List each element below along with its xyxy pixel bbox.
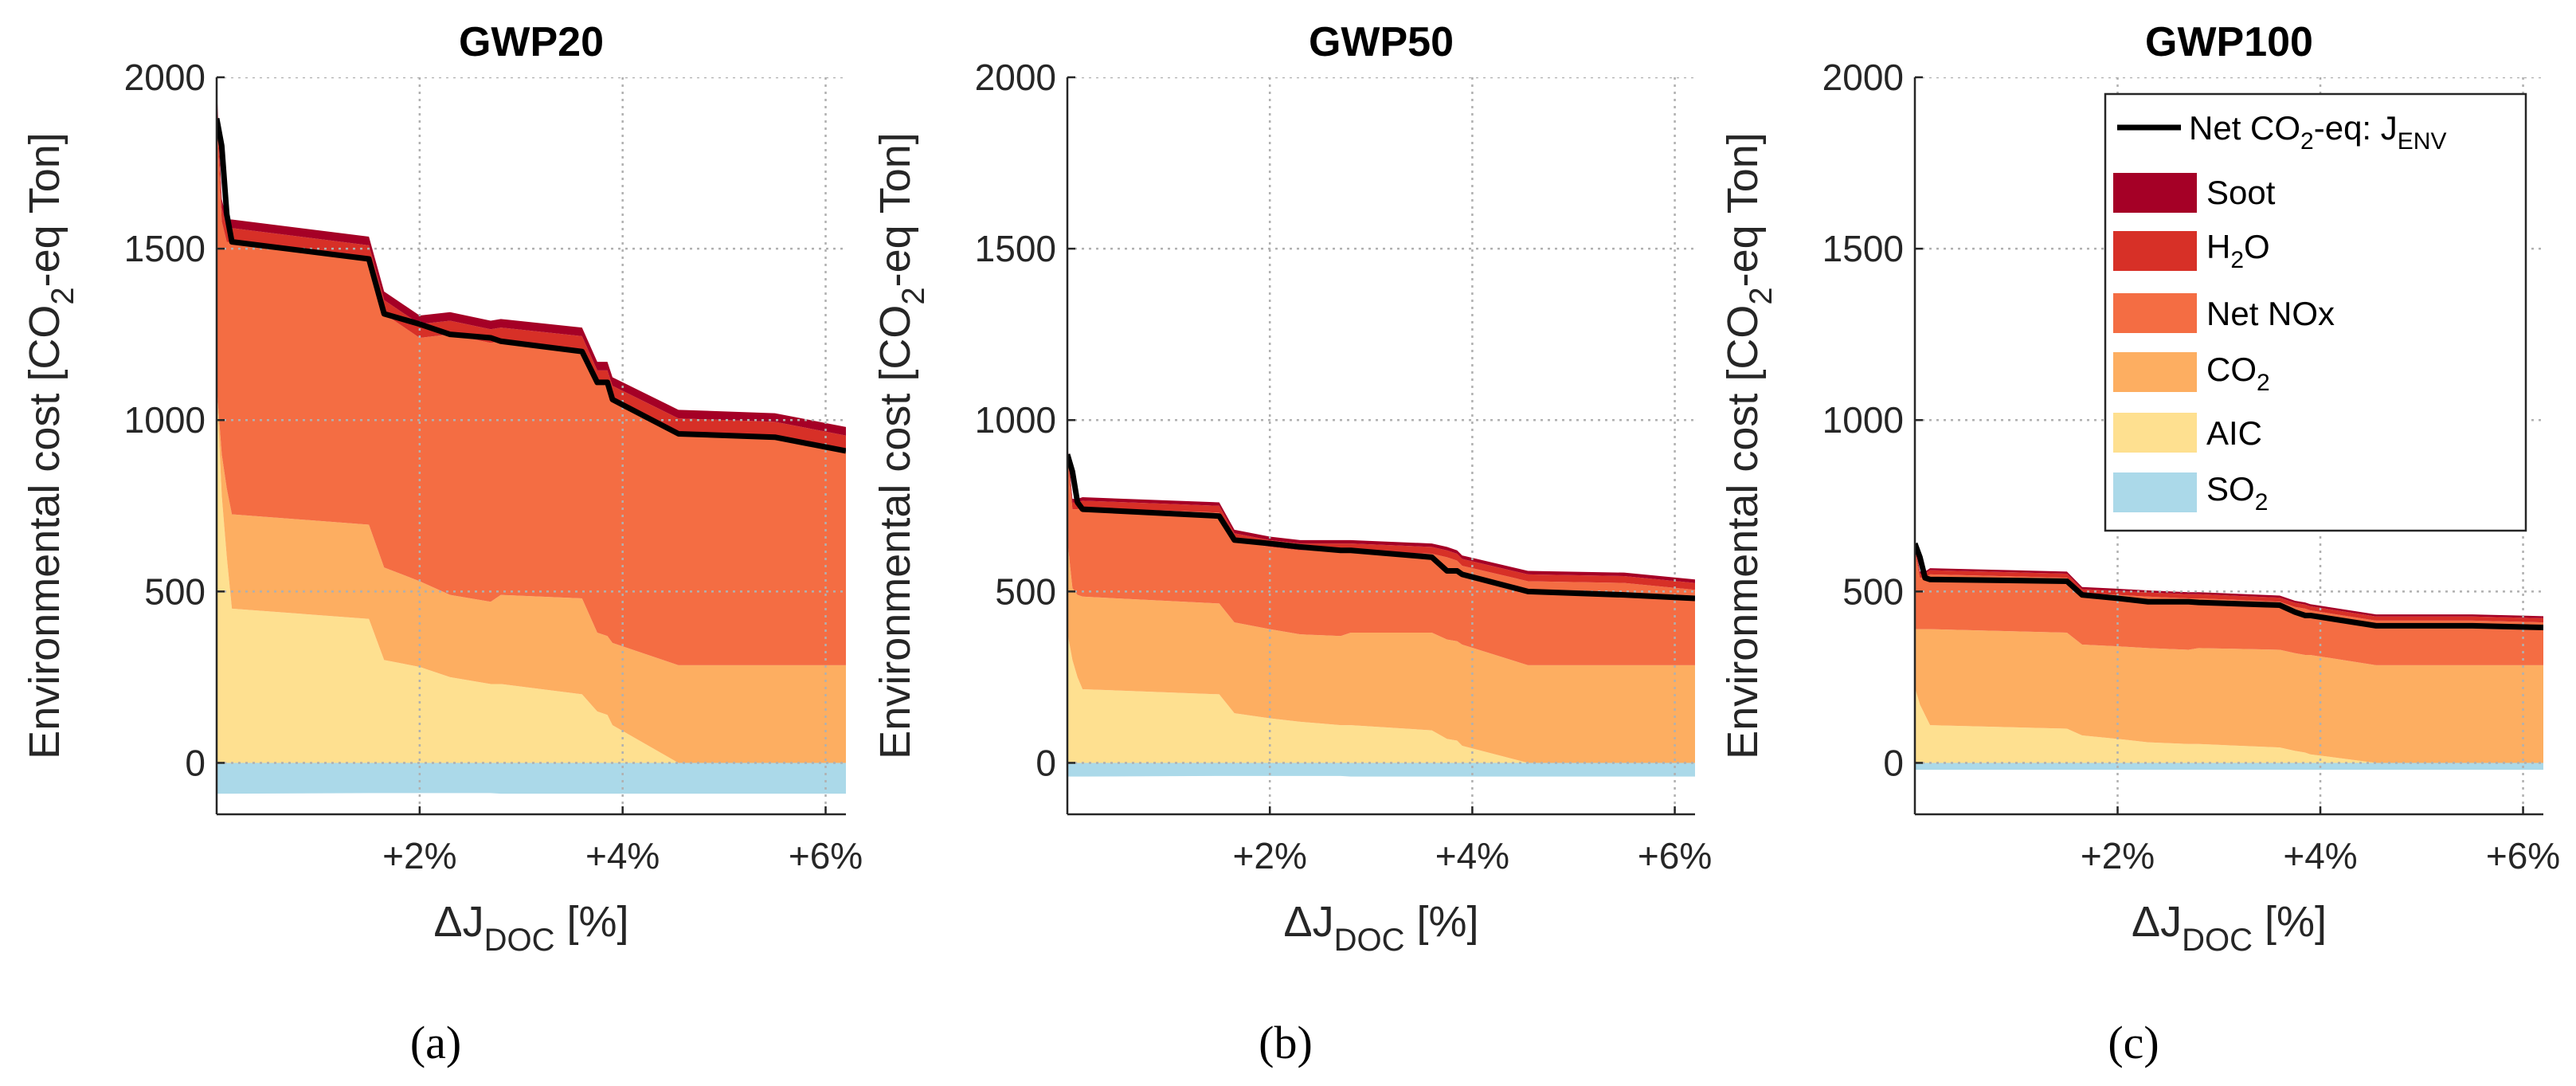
area-aic xyxy=(1915,687,2543,763)
y-axis-label: Environmental cost [CO2-eq Ton] xyxy=(1719,132,1779,759)
subfigure-label: (a) xyxy=(410,1017,461,1068)
chart-title: GWP20 xyxy=(459,19,604,65)
legend-label-co2: CO2 xyxy=(2206,351,2270,396)
subfigure-label: (c) xyxy=(2108,1017,2159,1068)
legend-swatch-soot xyxy=(2113,173,2197,213)
y-tick-label: 0 xyxy=(185,742,206,783)
area-aic xyxy=(217,386,846,763)
y-tick-label: 0 xyxy=(1035,742,1056,783)
y-tick-label: 1500 xyxy=(1822,228,1904,269)
x-tick-label: +4% xyxy=(1435,835,1509,876)
x-tick-label: +6% xyxy=(789,835,863,876)
y-tick-label: 500 xyxy=(1842,570,1904,612)
area-net-nox xyxy=(1067,454,1695,665)
area-so2 xyxy=(1915,763,2543,770)
x-tick-label: +2% xyxy=(382,835,456,876)
y-tick-label: 2000 xyxy=(124,57,206,98)
plot-area xyxy=(217,77,846,814)
area-so2 xyxy=(1067,763,1695,777)
y-tick-label: 1500 xyxy=(975,228,1056,269)
y-tick-label: 1000 xyxy=(124,399,206,441)
y-tick-label: 2000 xyxy=(975,57,1056,98)
legend-label-net-nox: Net NOx xyxy=(2206,295,2335,332)
area-net-nox xyxy=(217,115,846,665)
series-net-line xyxy=(1067,453,1695,602)
area-aic xyxy=(1067,632,1695,763)
chart-panels: 0 500 1000 1500 2000 +2% +4% +6% GWP20 ΔJDOC [%] E… xyxy=(21,19,2560,1068)
area-co2 xyxy=(217,386,846,763)
y-tick-label: 500 xyxy=(144,570,206,612)
x-tick-label: +4% xyxy=(585,835,660,876)
panel-1: 0 500 1000 1500 2000 +2% +4% +6% GWP20 ΔJDOC [%] E… xyxy=(21,19,863,1068)
y-tick-label: 1000 xyxy=(975,399,1056,441)
y-tick-label: 1000 xyxy=(1822,399,1904,441)
y-tick-label: 500 xyxy=(995,570,1056,612)
legend-swatch-aic xyxy=(2113,413,2197,453)
series-net-line xyxy=(217,117,846,454)
y-axis-label: Environmental cost [CO2-eq Ton] xyxy=(21,132,80,759)
panel-2: 0 500 1000 1500 2000 +2% +4% +6% GWP50 ΔJDOC [%] E… xyxy=(871,19,1712,1068)
chart-title: GWP50 xyxy=(1309,19,1454,65)
legend-net-label: Net CO2-eq: JENV xyxy=(2189,109,2446,155)
area-co2 xyxy=(1915,629,2543,763)
x-tick-label: +4% xyxy=(2283,835,2357,876)
y-tick-label: 1500 xyxy=(124,228,206,269)
x-tick-label: +6% xyxy=(1638,835,1712,876)
legend: Net CO2-eq: JENV Soot H2O Net NOx CO2 AI… xyxy=(2104,92,2527,532)
legend-label-aic: AIC xyxy=(2206,414,2262,452)
series-net-line xyxy=(1915,542,2543,631)
x-tick-label: +2% xyxy=(1233,835,1307,876)
legend-swatch-h2o xyxy=(2113,231,2197,271)
chart-title: GWP100 xyxy=(2145,19,2313,65)
y-axis-label: Environmental cost [CO2-eq Ton] xyxy=(871,132,931,759)
x-tick-label: +6% xyxy=(2486,835,2560,876)
area-co2 xyxy=(1067,539,1695,763)
legend-swatch-co2 xyxy=(2113,352,2197,392)
legend-label-so2: SO2 xyxy=(2206,470,2268,516)
x-tick-label: +2% xyxy=(2081,835,2155,876)
legend-swatch-so2 xyxy=(2113,472,2197,512)
y-tick-label: 0 xyxy=(1883,742,1904,783)
legend-swatch-net-nox xyxy=(2113,293,2197,333)
plot-area xyxy=(1067,77,1695,814)
area-net-nox xyxy=(1915,550,2543,665)
legend-label-h2o: H2O xyxy=(2206,228,2270,273)
legend-label-soot: Soot xyxy=(2206,174,2276,211)
subfigure-label: (b) xyxy=(1259,1017,1313,1068)
y-tick-label: 2000 xyxy=(1822,57,1904,98)
x-axis-label: ΔJDOC [%] xyxy=(2132,898,2327,958)
x-axis-label: ΔJDOC [%] xyxy=(434,898,629,958)
x-axis-label: ΔJDOC [%] xyxy=(1284,898,1479,958)
area-so2 xyxy=(217,763,846,794)
